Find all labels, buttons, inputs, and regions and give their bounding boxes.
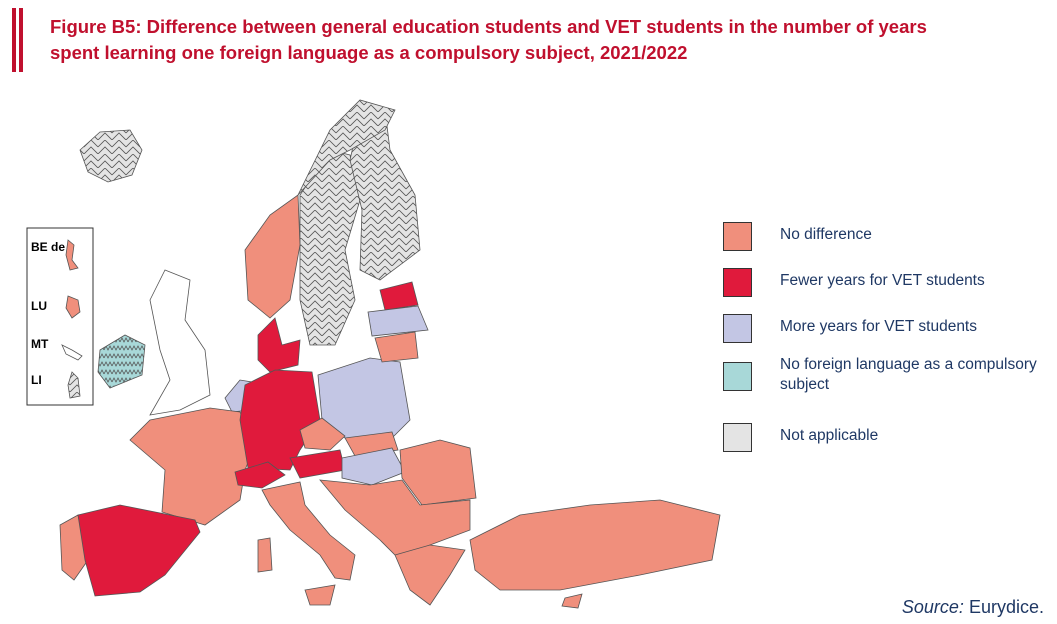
legend-swatch: [723, 222, 752, 251]
legend-label: Not applicable: [780, 427, 879, 444]
norway-north: [297, 99, 396, 196]
sicily: [304, 584, 336, 606]
title-bar: [12, 8, 16, 72]
balkans: [319, 479, 471, 561]
inset-mt: [61, 344, 83, 361]
turkey: [469, 499, 721, 591]
czechia: [299, 417, 346, 451]
estonia: [379, 281, 419, 311]
source-text: Eurydice.: [968, 597, 1044, 617]
countries: [59, 99, 721, 609]
legend-swatch: [723, 423, 752, 452]
ireland: [97, 334, 146, 389]
legend-label: No difference: [780, 226, 872, 243]
title-line: spent learning one foreign language as a…: [50, 42, 688, 63]
greece: [394, 544, 466, 606]
sardinia: [257, 537, 273, 573]
cyprus: [561, 593, 583, 609]
hungary: [341, 447, 406, 486]
legend-label: No foreign language as a compulsory subj…: [780, 356, 1037, 393]
norway: [244, 194, 301, 319]
denmark: [257, 317, 301, 373]
title-line: Figure B5: Difference between general ed…: [50, 16, 927, 37]
spain: [77, 504, 201, 597]
inset-label: MT: [31, 337, 49, 351]
uk: [149, 269, 211, 416]
latvia: [367, 305, 429, 337]
legend-label: Fewer years for VET students: [780, 272, 985, 289]
inset-label: BE de: [31, 240, 66, 254]
italy: [261, 481, 356, 581]
legend-swatch: [723, 314, 752, 343]
source: Source: Eurydice.: [902, 597, 1044, 618]
inset-li: [67, 371, 81, 399]
lithuania: [374, 331, 419, 363]
legend-swatch: [723, 268, 752, 297]
iceland: [79, 129, 143, 183]
inset-label: LI: [31, 373, 42, 387]
source-label: Source:: [901, 597, 964, 617]
inset-frame: [26, 227, 94, 406]
inset-lu: [65, 295, 81, 319]
france: [129, 407, 256, 526]
legend-swatch: [723, 362, 752, 391]
legend-label: More years for VET students: [780, 318, 977, 335]
switzerland: [234, 461, 286, 489]
romania: [399, 439, 477, 506]
title-bar: [19, 8, 23, 72]
inset-be-de: [65, 239, 79, 271]
germany: [239, 369, 321, 471]
inset-label: LU: [31, 299, 47, 313]
